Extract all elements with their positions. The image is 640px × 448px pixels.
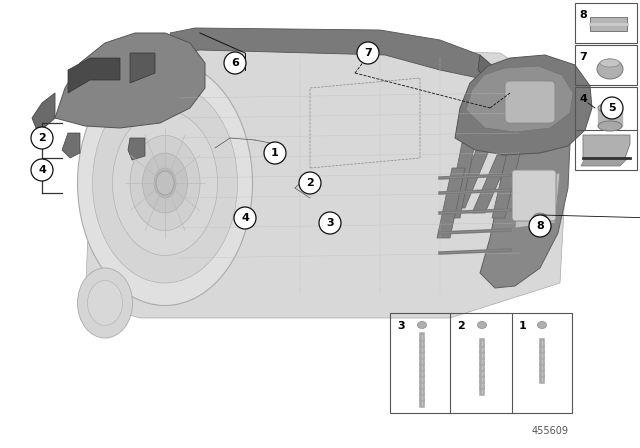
- Text: 3: 3: [397, 321, 404, 331]
- Text: 4: 4: [38, 165, 46, 175]
- Polygon shape: [170, 28, 490, 78]
- Circle shape: [357, 42, 379, 64]
- Text: 5: 5: [608, 103, 616, 113]
- FancyBboxPatch shape: [512, 170, 556, 221]
- Ellipse shape: [598, 103, 622, 113]
- Text: 4: 4: [241, 213, 249, 223]
- Text: 4: 4: [579, 94, 587, 104]
- Polygon shape: [55, 33, 205, 128]
- Polygon shape: [515, 173, 560, 228]
- Polygon shape: [68, 58, 120, 93]
- Text: 455609: 455609: [531, 426, 568, 436]
- Text: 2: 2: [457, 321, 465, 331]
- Polygon shape: [478, 55, 520, 103]
- Polygon shape: [590, 17, 627, 31]
- Polygon shape: [472, 155, 510, 213]
- Bar: [575, 3, 637, 43]
- Bar: [390, 313, 572, 413]
- Circle shape: [31, 159, 53, 181]
- Ellipse shape: [417, 322, 426, 328]
- Polygon shape: [581, 158, 628, 166]
- Ellipse shape: [130, 135, 200, 231]
- Polygon shape: [455, 55, 592, 155]
- Polygon shape: [128, 138, 145, 160]
- Text: 8: 8: [579, 10, 587, 20]
- Polygon shape: [62, 133, 80, 158]
- Polygon shape: [437, 168, 465, 238]
- Ellipse shape: [143, 153, 188, 213]
- Polygon shape: [498, 90, 530, 123]
- Text: 2: 2: [306, 178, 314, 188]
- Ellipse shape: [77, 268, 132, 338]
- Circle shape: [224, 52, 246, 74]
- Circle shape: [264, 142, 286, 164]
- Text: 2: 2: [38, 133, 46, 143]
- Ellipse shape: [597, 59, 623, 79]
- Text: 6: 6: [231, 58, 239, 68]
- Ellipse shape: [477, 322, 486, 328]
- Polygon shape: [85, 48, 570, 318]
- Polygon shape: [130, 53, 155, 83]
- Bar: [575, 87, 637, 170]
- Text: 8: 8: [536, 221, 544, 231]
- Text: 7: 7: [579, 52, 587, 62]
- Ellipse shape: [156, 171, 174, 195]
- Ellipse shape: [533, 213, 547, 223]
- Ellipse shape: [600, 59, 620, 67]
- Polygon shape: [466, 66, 573, 132]
- Circle shape: [31, 127, 53, 149]
- Circle shape: [299, 172, 321, 194]
- Polygon shape: [583, 135, 630, 158]
- Circle shape: [319, 212, 341, 234]
- Text: 1: 1: [271, 148, 279, 158]
- Polygon shape: [492, 153, 520, 218]
- Ellipse shape: [538, 322, 547, 328]
- Ellipse shape: [598, 121, 622, 131]
- Ellipse shape: [77, 60, 253, 306]
- Polygon shape: [447, 143, 475, 218]
- Bar: [575, 45, 637, 85]
- Polygon shape: [480, 93, 570, 288]
- Ellipse shape: [113, 111, 218, 255]
- Text: 7: 7: [364, 48, 372, 58]
- Ellipse shape: [93, 83, 237, 283]
- Text: 3: 3: [326, 218, 334, 228]
- Polygon shape: [32, 93, 55, 133]
- Circle shape: [529, 215, 551, 237]
- Polygon shape: [452, 148, 490, 208]
- Circle shape: [234, 207, 256, 229]
- Ellipse shape: [154, 168, 176, 198]
- Bar: [598, 108, 622, 126]
- FancyBboxPatch shape: [505, 81, 555, 123]
- Text: 1: 1: [519, 321, 527, 331]
- Ellipse shape: [88, 280, 122, 326]
- Circle shape: [601, 97, 623, 119]
